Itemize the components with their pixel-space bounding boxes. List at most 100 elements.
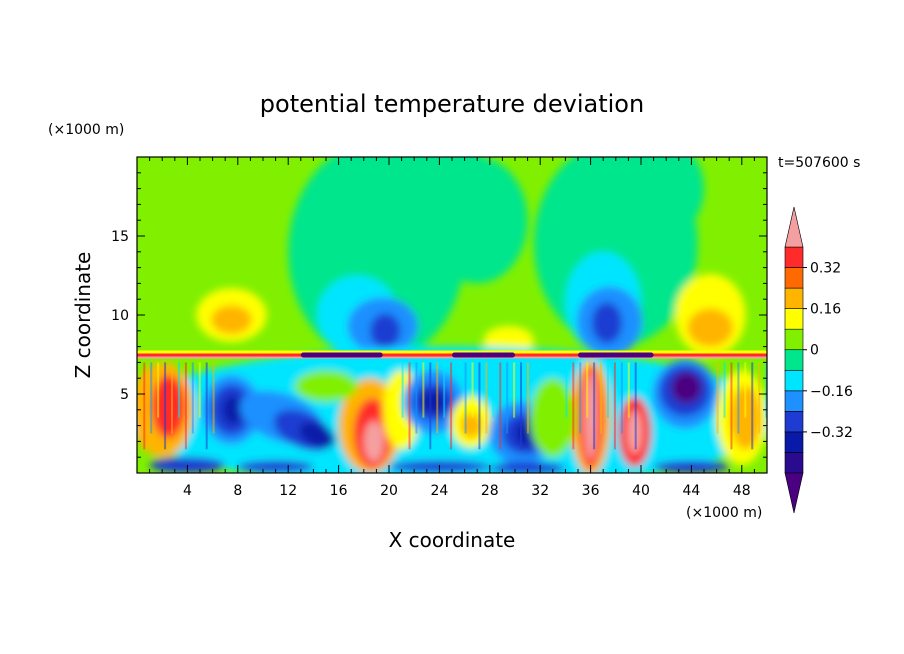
inversion-cold-lens [300, 352, 383, 358]
striation [526, 362, 529, 434]
colorbar-label: 0.16 [810, 302, 841, 318]
striation [506, 362, 509, 434]
colorbar-segment [784, 328, 804, 351]
x-tick-label: 44 [682, 483, 700, 499]
contour-region [591, 302, 623, 344]
inversion-band-yellow [137, 350, 767, 355]
contour-region [628, 157, 704, 236]
striation [520, 362, 523, 450]
contour-region [389, 157, 490, 205]
x-tick-label: 4 [183, 483, 192, 499]
y-axis-label: Z coordinate [71, 252, 95, 379]
colorbar-label: −0.16 [810, 384, 853, 400]
x-tick-label: 28 [481, 483, 499, 499]
colorbar-segment [784, 369, 804, 392]
striation [143, 362, 146, 450]
inversion-cold-lens [578, 352, 654, 358]
chart-title: potential temperature deviation [260, 90, 644, 118]
colorbar-segment [784, 349, 804, 371]
x-tick-label: 8 [233, 483, 242, 499]
colorbar-label: 0 [810, 343, 819, 359]
x-tick-label: 36 [582, 483, 600, 499]
striation [212, 362, 215, 434]
contour-field [137, 157, 767, 473]
contour-region [460, 412, 481, 439]
striation [415, 362, 418, 434]
striation [471, 362, 474, 418]
y-tick-label: 15 [111, 229, 129, 245]
colorbar: 0.32 0.16 0 −0.16 −0.32 [784, 206, 853, 514]
striation [765, 362, 767, 418]
striation [758, 362, 761, 434]
striation [164, 362, 167, 450]
contour-region [687, 308, 733, 347]
contour-region [299, 422, 335, 448]
time-label: t=507600 s [778, 155, 860, 171]
colorbar-min-triangle [784, 472, 804, 514]
colorbar-segment [784, 246, 804, 268]
striation [613, 362, 616, 450]
contour-region [237, 460, 314, 473]
colorbar-segment [784, 287, 804, 309]
x-tick-label: 32 [531, 483, 549, 499]
contour-region [671, 371, 702, 404]
striation [408, 362, 411, 450]
striation [150, 362, 153, 434]
colorbar-segment [784, 308, 804, 330]
striation [478, 362, 481, 450]
contour-region [222, 395, 243, 425]
colorbar-segment [784, 431, 804, 453]
striation [464, 362, 467, 434]
x-tick-label: 48 [733, 483, 751, 499]
striation [436, 362, 439, 434]
striation [177, 362, 180, 418]
striation [429, 362, 432, 450]
striation [716, 362, 719, 434]
striation [565, 362, 568, 418]
x-unit-label: (×1000 m) [686, 505, 762, 521]
x-tick-label: 12 [279, 483, 297, 499]
striation [572, 362, 575, 450]
striation [634, 362, 637, 450]
colorbar-label: 0.32 [810, 261, 841, 277]
striation [422, 362, 425, 418]
contour-region [294, 370, 358, 402]
contour-region [421, 390, 445, 413]
x-tick-label: 20 [380, 483, 398, 499]
striation [586, 362, 589, 418]
colorbar-segment [784, 267, 804, 289]
contour-region [152, 375, 185, 439]
contour-region [530, 378, 576, 458]
striation [600, 362, 603, 434]
field-striations [143, 362, 767, 450]
striation [401, 362, 404, 418]
striation [593, 362, 596, 450]
field-blobs [137, 157, 767, 473]
contour-region [370, 313, 401, 349]
striation [579, 362, 582, 434]
x-tick-label: 40 [632, 483, 650, 499]
striation [443, 362, 446, 418]
y-unit-label: (×1000 m) [48, 122, 124, 138]
striation [730, 362, 733, 450]
colorbar-label: −0.32 [810, 425, 853, 441]
inversion-band-pink [137, 356, 767, 359]
striation [184, 362, 187, 450]
x-axis-label: X coordinate [389, 528, 516, 552]
contour-region [489, 461, 566, 473]
colorbar-segment [784, 411, 804, 433]
colorbar-max-triangle [784, 206, 804, 248]
striation [198, 362, 201, 418]
striation [492, 362, 495, 418]
striation [157, 362, 160, 418]
striation [191, 362, 194, 434]
striation [499, 362, 502, 450]
x-axis: 4 8 12 16 20 24 28 32 36 40 44 48 [149, 157, 755, 499]
contour-region [363, 420, 384, 462]
striation [606, 362, 609, 418]
striation [744, 362, 747, 418]
striation [485, 362, 488, 434]
striation [627, 362, 630, 418]
striation [513, 362, 516, 418]
